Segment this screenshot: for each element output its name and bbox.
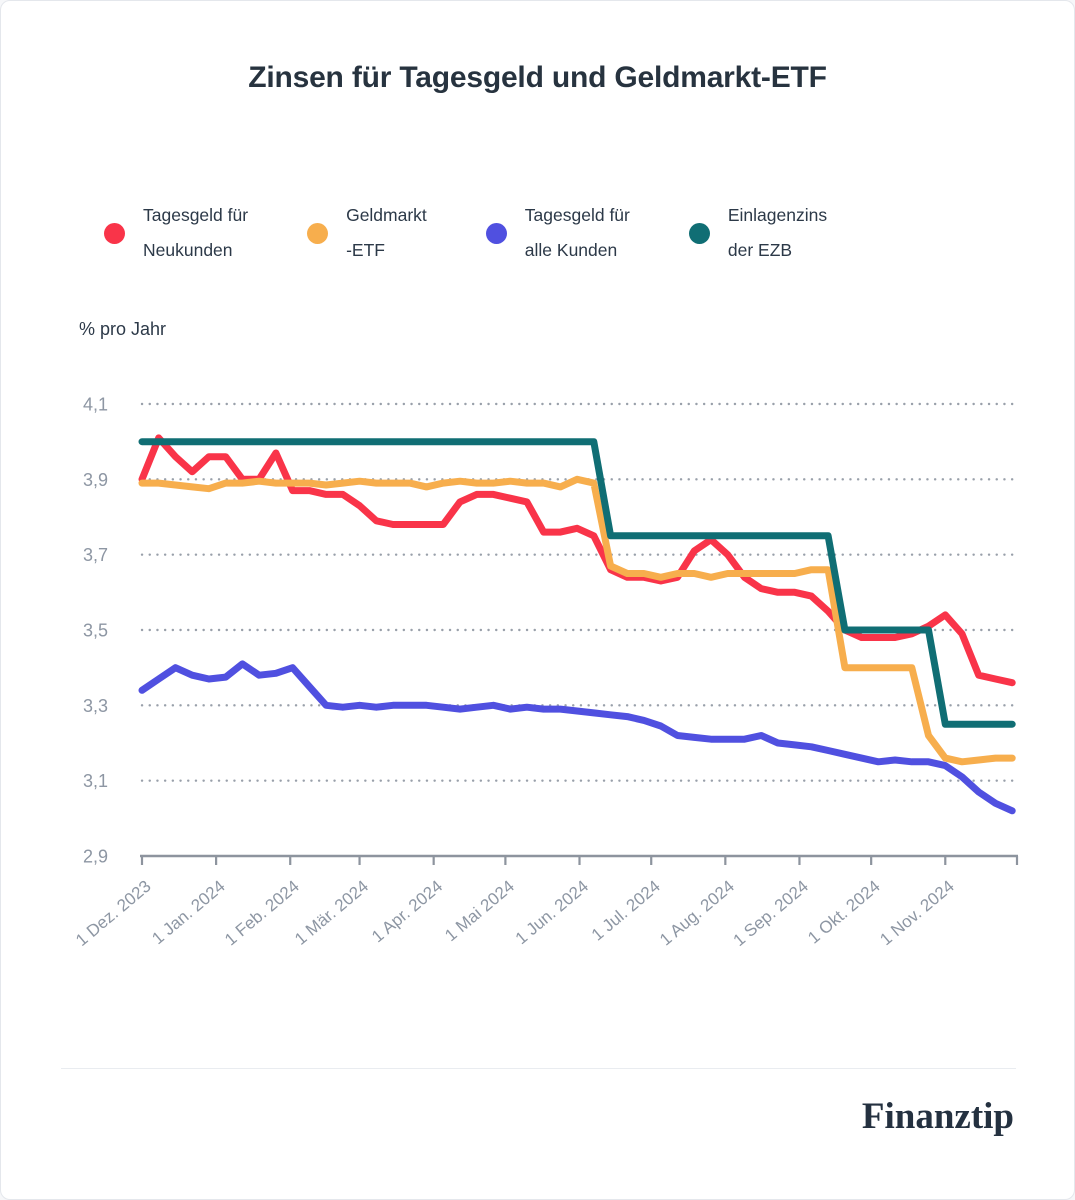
y-tick-label: 2,9	[83, 847, 108, 867]
x-tick-label: 1 Jan. 2024	[148, 877, 228, 949]
legend-label-tagesgeld-alle-kunden: Tagesgeld für alle Kunden	[524, 205, 630, 260]
x-tick-label: 1 Okt. 2024	[804, 877, 884, 948]
x-tick-label: 1 Sep. 2024	[730, 877, 812, 951]
chart-title: Zinsen für Tagesgeld und Geldmarkt-ETF	[248, 61, 827, 94]
x-tick-label: 1 Mai 2024	[441, 877, 518, 946]
x-tick-label: 1 Mär. 2024	[291, 877, 372, 949]
y-tick-label: 3,5	[83, 621, 108, 641]
y-tick-label: 4,1	[83, 395, 108, 415]
x-tick-label: 1 Jun. 2024	[512, 877, 592, 949]
x-tick-label: 1 Dez. 2023	[72, 877, 154, 950]
y-tick-label: 3,1	[83, 771, 108, 791]
x-tick-label: 1 Apr. 2024	[368, 877, 446, 947]
legend: Tagesgeld für Neukunden Geldmarkt -ETF Tages…	[104, 198, 827, 268]
x-tick-label: 1 Feb. 2024	[221, 877, 303, 950]
series-line-tagesgeld-alle-kunden	[138, 660, 1016, 815]
legend-item-einlagenzins-ezb: Einlagenzins der EZB	[688, 198, 828, 268]
legend-item-tagesgeld-alle-kunden: Tagesgeld für alle Kunden	[485, 198, 630, 268]
legend-item-geldmarkt-etf: Geldmarkt -ETF	[307, 198, 427, 268]
x-tick-label: 1 Nov. 2024	[876, 877, 957, 950]
x-tick-label: 1 Jul. 2024	[588, 877, 664, 945]
legend-dot-einlagenzins-ezb	[688, 222, 710, 244]
series-line-tagesgeld-neukunden	[138, 434, 1016, 687]
legend-dot-tagesgeld-neukunden	[104, 222, 125, 244]
y-tick-label: 3,7	[83, 545, 108, 565]
series-line-einlagenzins-ezb	[138, 438, 1016, 728]
y-tick-label: 3,9	[83, 470, 108, 490]
legend-item-tagesgeld-neukunden: Tagesgeld für Neukunden	[104, 198, 248, 268]
legend-label-tagesgeld-neukunden: Tagesgeld für Neukunden	[143, 205, 249, 260]
legend-label-einlagenzins-ezb: Einlagenzins der EZB	[727, 205, 828, 260]
footer-separator	[61, 1068, 1016, 1069]
legend-dot-geldmarkt-etf	[307, 222, 329, 244]
y-axis-title: % pro Jahr	[79, 319, 167, 339]
x-tick-label: 1 Aug. 2024	[656, 877, 738, 950]
legend-dot-tagesgeld-alle-kunden	[485, 222, 507, 244]
finanztip-logo: Finanztip	[861, 1096, 1014, 1137]
series-line-geldmarkt-etf	[138, 475, 1016, 766]
legend-label-geldmarkt-etf: Geldmarkt -ETF	[346, 205, 427, 260]
y-tick-label: 3,3	[83, 696, 108, 716]
